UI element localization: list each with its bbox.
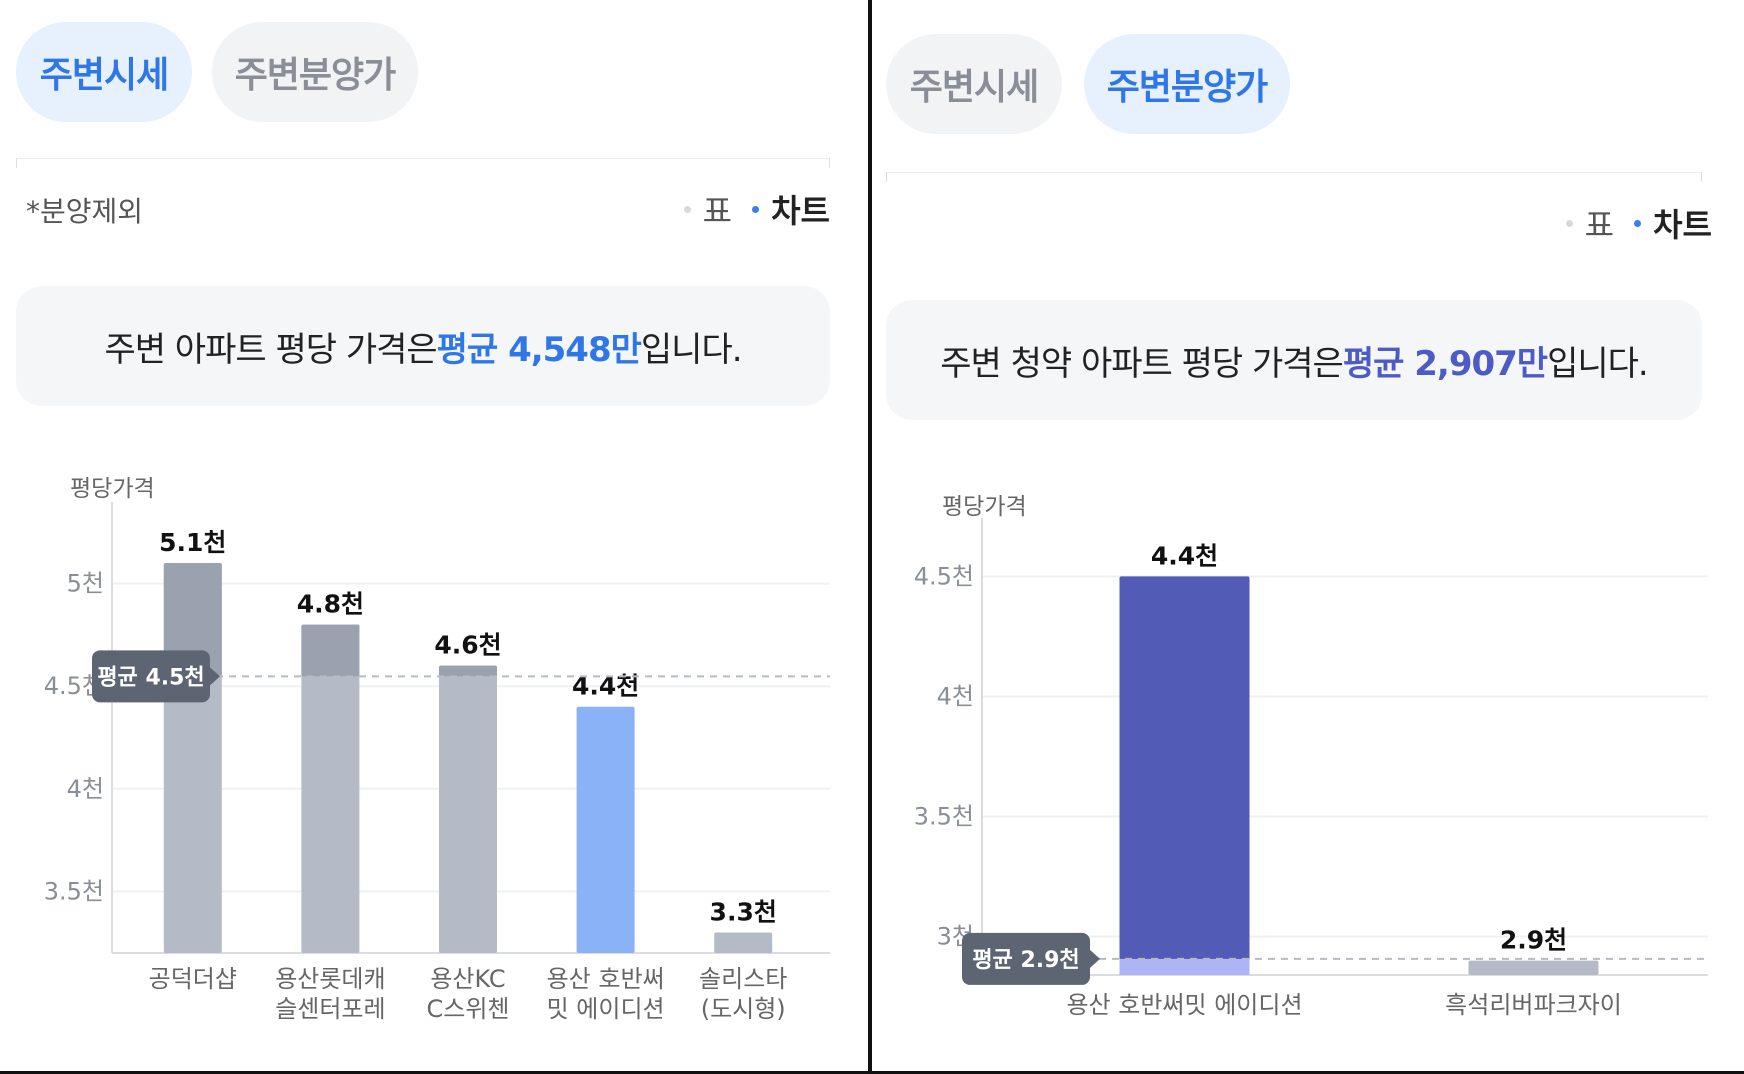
bar <box>439 665 497 953</box>
average-badge-background <box>962 932 1090 985</box>
table-view-label: 표 <box>1584 206 1615 244</box>
x-category-label: 용산 호반써밋 에이디션 <box>1066 991 1302 1019</box>
panel-divider <box>868 0 872 1074</box>
table-dot-icon <box>1565 219 1573 227</box>
chart-view-option[interactable]: 차트 <box>752 186 830 232</box>
summary-prefix: 주변 아파트 평당 가격은 <box>104 329 437 370</box>
average-badge-label: 평균 2.9천 <box>972 948 1079 973</box>
tab-nearby-price[interactable]: 주변시세 <box>886 34 1062 134</box>
average-badge-background <box>92 650 210 703</box>
y-axis-label: 평당가격 <box>70 476 155 502</box>
x-category-label: 밋 에이디션 <box>547 995 665 1023</box>
bar-value-label: 4.8천 <box>297 590 364 619</box>
y-tick-label: 4천 <box>67 775 104 803</box>
chart-view-option[interactable]: 차트 <box>1634 200 1712 246</box>
bar <box>301 624 360 953</box>
average-badge: 평균 2.9천 <box>962 932 1100 985</box>
view-toggle: 표 차트 <box>664 186 830 232</box>
x-category-label: 공덕더샵 <box>149 965 237 993</box>
table-view-option[interactable]: 표 <box>1565 200 1615 246</box>
x-category-label: 슬센터포레 <box>275 995 385 1023</box>
y-axis-label: 평당가격 <box>942 494 1027 520</box>
section-divider <box>16 158 830 168</box>
chart-view-label: 차트 <box>1653 206 1712 244</box>
bar-above-average <box>301 624 360 677</box>
average-badge-pointer <box>1090 949 1100 968</box>
summary-suffix: 입니다. <box>1547 343 1649 384</box>
nearby-price-bar-chart: 평당가격3.5천4천4.5천5천5.1천공덕더샵4.8천용산롯데캐슬센터포레4.… <box>44 476 830 1023</box>
y-tick-label: 3.5천 <box>914 803 974 831</box>
x-category-label: 용산롯데캐 <box>275 965 385 993</box>
bar-value-label: 4.6천 <box>434 631 501 660</box>
presale-excluded-note: *분양제외 <box>26 195 144 228</box>
section-divider <box>886 172 1702 182</box>
summary-average: 평균 2,907만 <box>1342 343 1548 384</box>
bar-value-label: 3.3천 <box>710 897 777 926</box>
bar-highlight-below-average <box>1119 958 1250 975</box>
average-badge: 평균 4.5천 <box>92 650 220 703</box>
bar-value-label: 2.9천 <box>1500 926 1567 955</box>
tab-nearby-price[interactable]: 주변시세 <box>16 22 192 122</box>
chart-dot-icon <box>752 205 760 213</box>
y-tick-label: 4.5천 <box>914 562 974 590</box>
left-panel: 주변시세 주변분양가 *분양제외 표 차트 주변 아파트 평당 가격은 평균 4… <box>0 0 868 1074</box>
table-view-label: 표 <box>702 192 733 230</box>
bar-highlight <box>1119 576 1250 975</box>
bar-value-label: 5.1천 <box>159 528 226 557</box>
summary-average: 평균 4,548만 <box>436 329 642 370</box>
y-tick-label: 5천 <box>67 570 104 598</box>
bar-value-label: 4.4천 <box>1151 541 1218 570</box>
tab-nearby-presale-price[interactable]: 주변분양가 <box>212 22 418 122</box>
bottom-border <box>0 1071 1744 1074</box>
bar-above-average <box>163 563 222 677</box>
price-summary-box: 주변 아파트 평당 가격은 평균 4,548만 입니다. <box>16 286 830 406</box>
summary-prefix: 주변 청약 아파트 평당 가격은 <box>940 343 1344 384</box>
x-category-label: 용산KC <box>430 965 505 993</box>
y-tick-label: 4천 <box>937 682 974 710</box>
x-category-label: (도시형) <box>701 995 786 1023</box>
presale-summary-box: 주변 청약 아파트 평당 가격은 평균 2,907만 입니다. <box>886 300 1702 420</box>
x-category-label: C스위첸 <box>427 995 510 1023</box>
bar-highlight <box>576 706 635 953</box>
y-tick-label: 3.5천 <box>44 877 104 905</box>
chart-dot-icon <box>1634 219 1642 227</box>
table-view-option[interactable]: 표 <box>683 186 733 232</box>
view-toggle: 표 차트 <box>1546 200 1712 246</box>
right-panel: 주변시세 주변분양가 표 차트 주변 청약 아파트 평당 가격은 평균 2,90… <box>872 0 1744 1074</box>
table-dot-icon <box>683 205 691 213</box>
x-category-label: 흑석리버파크자이 <box>1445 991 1622 1019</box>
chart-view-label: 차트 <box>771 192 830 230</box>
bar-above-average <box>439 665 497 677</box>
tab-nearby-presale-price[interactable]: 주변분양가 <box>1084 34 1290 134</box>
summary-suffix: 입니다. <box>640 329 743 370</box>
average-badge-pointer <box>210 667 220 686</box>
x-category-label: 솔리스타 <box>699 965 787 993</box>
x-category-label: 용산 호반써 <box>547 965 665 993</box>
average-badge-label: 평균 4.5천 <box>97 665 204 690</box>
bar <box>1468 960 1599 975</box>
bar <box>714 932 773 953</box>
